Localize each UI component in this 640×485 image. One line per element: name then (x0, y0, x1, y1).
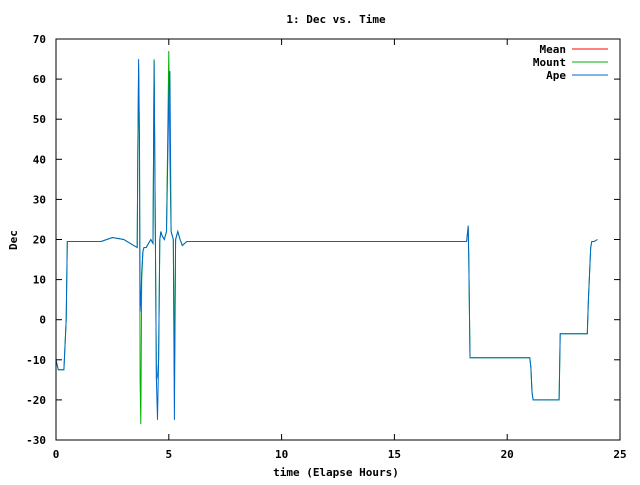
y-tick-label: 70 (33, 33, 46, 46)
x-tick-label: 0 (53, 448, 60, 461)
y-tick-label: 10 (33, 274, 46, 287)
axes-layer: 0 5 10 15 20 25 -30 -20 -10 0 10 20 30 40 50 60 70 (26, 33, 627, 461)
y-tick-label: 30 (33, 193, 46, 206)
x-tick-label: 10 (275, 448, 288, 461)
series-line-ape (55, 59, 598, 420)
legend-label-mount: Mount (533, 56, 566, 69)
x-tick-label: 15 (388, 448, 401, 461)
y-tick-label: -30 (26, 434, 46, 447)
chart-title: 1: Dec vs. Time (286, 13, 386, 26)
y-tick-label: 20 (33, 234, 46, 247)
series-layer (55, 50, 598, 425)
y-tick-label: -20 (26, 394, 46, 407)
x-tick-label: 25 (613, 448, 626, 461)
y-tick-label: 0 (39, 314, 46, 327)
legend-label-ape: Ape (546, 69, 566, 82)
y-tick-label: 60 (33, 73, 46, 86)
y-axis-label: Dec (7, 230, 20, 250)
y-tick-label: 50 (33, 113, 46, 126)
x-tick-label: 20 (501, 448, 514, 461)
x-axis-label: time (Elapse Hours) (273, 466, 399, 479)
x-tick-label: 5 (165, 448, 172, 461)
y-tick-label: -10 (26, 354, 46, 367)
y-tick-label: 40 (33, 153, 46, 166)
legend-label-mean: Mean (540, 43, 567, 56)
